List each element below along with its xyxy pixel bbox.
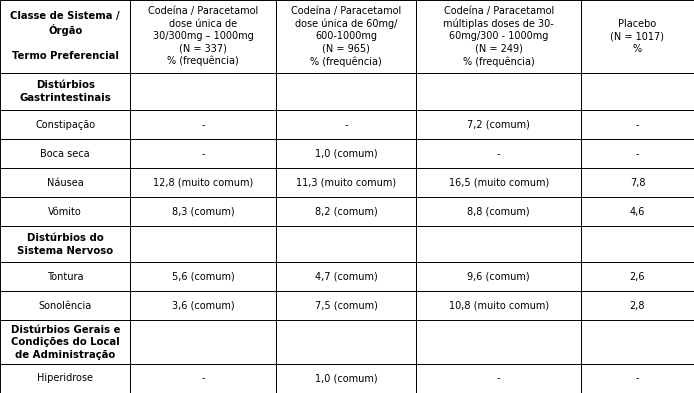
Text: Codeína / Paracetamol
dose única de 60mg/
600-1000mg
(N = 965)
% (frequência): Codeína / Paracetamol dose única de 60mg… [291, 6, 401, 67]
Text: Distúrbios
Gastrintestinais: Distúrbios Gastrintestinais [19, 80, 111, 103]
Text: 7,2 (comum): 7,2 (comum) [467, 120, 530, 130]
Bar [581, 226, 694, 263]
Bar [276, 139, 416, 168]
Bar [276, 364, 416, 393]
Text: -: - [201, 149, 205, 159]
Bar [276, 0, 416, 73]
Text: Constipação: Constipação [35, 120, 95, 130]
Bar [0, 168, 130, 197]
Bar [416, 197, 581, 226]
Bar [130, 263, 276, 292]
Text: Náusea: Náusea [47, 178, 83, 188]
Bar [0, 292, 130, 320]
Bar [416, 168, 581, 197]
Bar [416, 110, 581, 139]
Bar [581, 139, 694, 168]
Bar [581, 0, 694, 73]
Bar [276, 110, 416, 139]
Text: 16,5 (muito comum): 16,5 (muito comum) [448, 178, 549, 188]
Bar [581, 73, 694, 110]
Bar [0, 0, 130, 73]
Text: 8,8 (comum): 8,8 (comum) [467, 207, 530, 217]
Text: 11,3 (muito comum): 11,3 (muito comum) [296, 178, 396, 188]
Bar [0, 197, 130, 226]
Text: 7,5 (comum): 7,5 (comum) [315, 301, 378, 311]
Text: Tontura: Tontura [47, 272, 83, 282]
Text: -: - [636, 120, 639, 130]
Bar [416, 292, 581, 320]
Bar [0, 139, 130, 168]
Bar [130, 0, 276, 73]
Bar [0, 364, 130, 393]
Bar [0, 320, 130, 364]
Bar [276, 73, 416, 110]
Text: Codeína / Paracetamol
dose única de
30/300mg – 1000mg
(N = 337)
% (frequência): Codeína / Paracetamol dose única de 30/3… [149, 6, 258, 66]
Bar [416, 263, 581, 292]
Bar [130, 226, 276, 263]
Text: Placebo
(N = 1017)
%: Placebo (N = 1017) % [611, 19, 664, 54]
Bar [416, 364, 581, 393]
Text: 7,8: 7,8 [629, 178, 645, 188]
Bar [130, 364, 276, 393]
Bar [581, 263, 694, 292]
Text: Codeína / Paracetamol
múltiplas doses de 30-
60mg/300 - 1000mg
(N = 249)
% (freq: Codeína / Paracetamol múltiplas doses de… [443, 6, 554, 67]
Bar [276, 226, 416, 263]
Text: Distúrbios do
Sistema Nervoso: Distúrbios do Sistema Nervoso [17, 233, 113, 255]
Text: 1,0 (comum): 1,0 (comum) [315, 149, 378, 159]
Text: 8,3 (comum): 8,3 (comum) [172, 207, 235, 217]
Bar [276, 320, 416, 364]
Bar [130, 110, 276, 139]
Text: 8,2 (comum): 8,2 (comum) [315, 207, 378, 217]
Bar [130, 139, 276, 168]
Bar [276, 263, 416, 292]
Text: -: - [201, 373, 205, 384]
Text: Vômito: Vômito [49, 207, 82, 217]
Bar [581, 168, 694, 197]
Bar [130, 168, 276, 197]
Text: -: - [636, 373, 639, 384]
Bar [130, 197, 276, 226]
Bar [416, 73, 581, 110]
Text: 4,6: 4,6 [629, 207, 645, 217]
Bar [581, 364, 694, 393]
Text: -: - [201, 120, 205, 130]
Bar [416, 0, 581, 73]
Bar [581, 110, 694, 139]
Bar [416, 320, 581, 364]
Text: 10,8 (muito comum): 10,8 (muito comum) [448, 301, 549, 311]
Text: -: - [636, 149, 639, 159]
Text: Distúrbios Gerais e
Condições do Local
de Administração: Distúrbios Gerais e Condições do Local d… [10, 325, 120, 360]
Text: -: - [497, 149, 500, 159]
Text: 4,7 (comum): 4,7 (comum) [315, 272, 378, 282]
Text: 2,6: 2,6 [629, 272, 645, 282]
Bar [0, 73, 130, 110]
Bar [276, 168, 416, 197]
Bar [0, 263, 130, 292]
Bar [0, 226, 130, 263]
Bar [130, 292, 276, 320]
Bar [130, 320, 276, 364]
Text: 1,0 (comum): 1,0 (comum) [315, 373, 378, 384]
Text: 5,6 (comum): 5,6 (comum) [172, 272, 235, 282]
Text: Sonolência: Sonolência [39, 301, 92, 311]
Text: -: - [344, 120, 348, 130]
Text: 12,8 (muito comum): 12,8 (muito comum) [153, 178, 253, 188]
Bar [581, 197, 694, 226]
Bar [581, 320, 694, 364]
Bar [276, 197, 416, 226]
Bar [276, 292, 416, 320]
Bar [416, 226, 581, 263]
Text: 2,8: 2,8 [629, 301, 645, 311]
Text: Boca seca: Boca seca [40, 149, 90, 159]
Bar [0, 110, 130, 139]
Text: 3,6 (comum): 3,6 (comum) [172, 301, 235, 311]
Bar [416, 139, 581, 168]
Text: Classe de Sistema /
Órgão

Termo Preferencial: Classe de Sistema / Órgão Termo Preferen… [10, 11, 120, 61]
Text: 9,6 (comum): 9,6 (comum) [467, 272, 530, 282]
Text: -: - [497, 373, 500, 384]
Text: Hiperidrose: Hiperidrose [37, 373, 93, 384]
Bar [130, 73, 276, 110]
Bar [581, 292, 694, 320]
